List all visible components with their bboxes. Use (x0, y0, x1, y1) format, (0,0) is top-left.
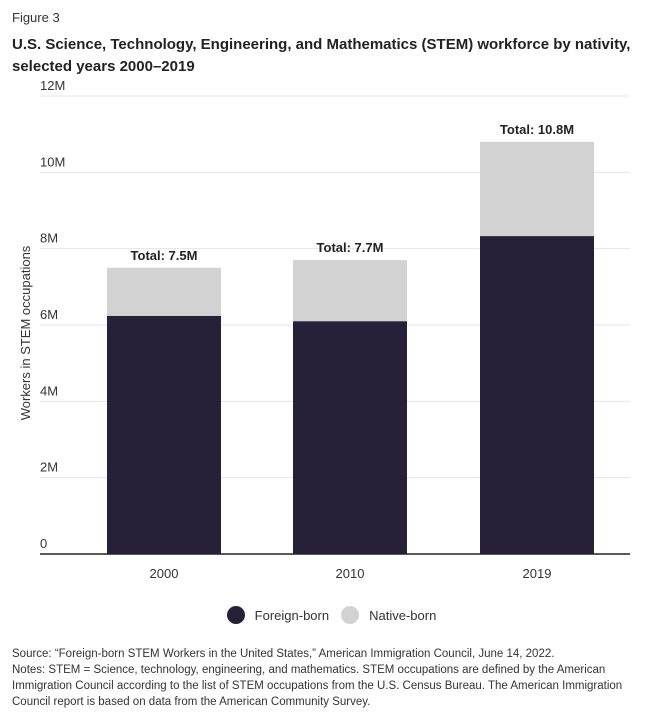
bar-native-born-2010 (293, 260, 407, 322)
legend-label: Foreign-born (254, 607, 330, 623)
source-note: Source: “Foreign-born STEM Workers in th… (12, 648, 555, 660)
legend-item-native-born: Native-born (341, 606, 436, 624)
legend-swatch-native-born (341, 606, 360, 624)
chart-title: U.S. Science, Technology, Engineering, a… (12, 36, 631, 75)
y-tick-label: 2M (40, 460, 58, 475)
legend-item-foreign-born: Foreign-born (226, 606, 330, 624)
y-tick-label: 0 (40, 536, 47, 551)
total-label: Total: 10.8M (500, 122, 574, 137)
bar-foreign-born-2000 (107, 315, 221, 554)
footnotes: Source: “Foreign-born STEM Workers in th… (12, 646, 657, 710)
x-tick-label: 2000 (150, 566, 179, 581)
x-tick-label: 2010 (336, 566, 365, 581)
y-tick-label: 6M (40, 307, 58, 322)
legend-label: Native-born (369, 607, 437, 623)
bar-chart: 0 2M 4M 6M 8M 10M 12M Workers in STEM occupatio… (18, 78, 630, 581)
y-tick-label: 10M (40, 154, 65, 169)
y-tick-label: 4M (40, 383, 58, 398)
bar-foreign-born-2010 (293, 321, 407, 554)
bar-native-born-2019 (480, 141, 594, 237)
notes-text: Notes: STEM = Science, technology, engin… (12, 664, 623, 708)
x-tick-label: 2019 (523, 566, 552, 581)
y-tick-label: 12M (40, 78, 65, 93)
y-axis-label: Workers in STEM occupations (18, 245, 33, 420)
bar-foreign-born-2019 (480, 236, 594, 555)
y-tick-label: 8M (40, 231, 58, 246)
total-label: Total: 7.5M (131, 248, 198, 263)
bar-native-born-2000 (107, 267, 221, 316)
legend-swatch-foreign-born (226, 606, 245, 624)
figure-label: Figure 3 (12, 10, 60, 25)
legend: Foreign-born Native-born (0, 606, 663, 624)
total-label: Total: 7.7M (317, 240, 384, 255)
